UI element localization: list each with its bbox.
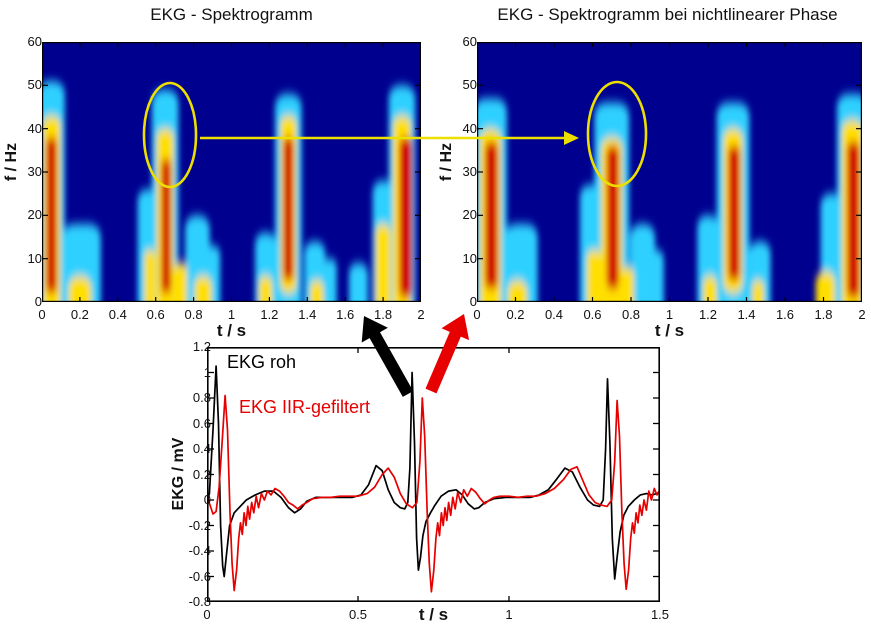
axis-tick-label: 1.2	[260, 307, 279, 322]
ekg-plot-xlabel: t / s	[418, 605, 449, 624]
axis-tick-label: 0.8	[621, 307, 641, 322]
axis-tick-label: 1	[203, 364, 211, 380]
axis-tick-label: 0	[473, 307, 481, 322]
left-spectrogram-heatmap	[42, 42, 421, 302]
axis-tick-label: 0.2	[70, 307, 89, 322]
ekg-raw-trace	[207, 365, 660, 580]
left-spectrogram-ylabel: f / Hz	[3, 142, 20, 182]
axis-tick-label: -0.6	[188, 568, 211, 584]
axis-tick-label: 0	[203, 492, 211, 507]
axis-tick-label: 10	[462, 250, 477, 266]
axis-tick-label: 60	[27, 34, 42, 49]
axis-tick-label: 30	[462, 164, 477, 179]
axis-tick-label: -0.4	[188, 543, 211, 558]
axis-tick-label: 0.4	[544, 307, 564, 322]
axis-tick-label: 0	[469, 294, 477, 309]
axis-tick-label: 0.6	[146, 307, 165, 322]
legend-ekg-filtered: EKG IIR-gefiltert	[239, 397, 371, 417]
axis-tick-label: 1.2	[192, 339, 211, 354]
axis-tick-label: 0.2	[506, 307, 525, 322]
axis-tick-label: 20	[27, 207, 42, 223]
legend-ekg-raw: EKG roh	[227, 352, 297, 372]
right-spectrogram-xlabel: t / s	[654, 321, 685, 340]
axis-tick-label: 60	[462, 34, 477, 49]
axis-tick-label: 20	[462, 207, 477, 223]
axis-tick-label: 1	[505, 607, 513, 622]
axis-tick-label: 1.4	[737, 307, 756, 322]
axis-tick-label: 50	[462, 77, 477, 93]
axis-tick-label: 1.2	[698, 307, 718, 322]
axis-tick-label: 0	[203, 607, 211, 622]
axis-tick-label: 0.5	[348, 607, 368, 622]
ekg-line-plot	[207, 347, 660, 602]
axis-tick-label: 1.8	[814, 307, 833, 322]
axis-tick-label: 1.6	[775, 307, 795, 322]
axis-tick-label: 10	[27, 250, 42, 266]
axis-tick-label: 0.6	[192, 415, 211, 431]
ekg-filtered-trace	[207, 394, 660, 593]
axis-tick-label: 1.8	[374, 307, 393, 322]
axis-tick-label: 50	[27, 77, 42, 93]
axis-tick-label: 1.6	[336, 307, 355, 322]
axis-tick-label: 40	[462, 120, 477, 136]
axis-tick-label: 0	[38, 307, 46, 322]
left-spectrogram-title: EKG - Spektrogramm	[150, 5, 313, 24]
left-spectrogram-xlabel: t / s	[216, 321, 247, 340]
right-spectrogram-ylabel: f / Hz	[438, 142, 455, 182]
right-spectrogram-title: EKG - Spektrogramm bei nichtlinearer Pha…	[497, 5, 838, 24]
axis-tick-label: 0.8	[184, 307, 203, 322]
axis-tick-label: 0.4	[108, 307, 127, 322]
axis-tick-label: 0.6	[583, 307, 602, 322]
right-spectrogram-heatmap	[477, 42, 862, 302]
axis-tick-label: -0.8	[188, 594, 211, 609]
axis-tick-label: 40	[27, 120, 42, 136]
axis-tick-label: 1	[665, 307, 674, 322]
axis-tick-label: -0.2	[188, 517, 211, 533]
axis-tick-label: 30	[27, 164, 42, 179]
axis-tick-label: 2	[417, 307, 425, 322]
axis-tick-label: 0.8	[192, 390, 211, 405]
axis-tick-label: 1.4	[298, 307, 317, 322]
axis-tick-label: 1.5	[650, 607, 670, 622]
axis-tick-label: 0.4	[192, 441, 211, 456]
axis-tick-label: 0	[34, 294, 42, 309]
axis-tick-label: 1	[227, 307, 236, 322]
axis-tick-label: 2	[858, 307, 866, 322]
axis-tick-label: 0.2	[192, 466, 211, 482]
